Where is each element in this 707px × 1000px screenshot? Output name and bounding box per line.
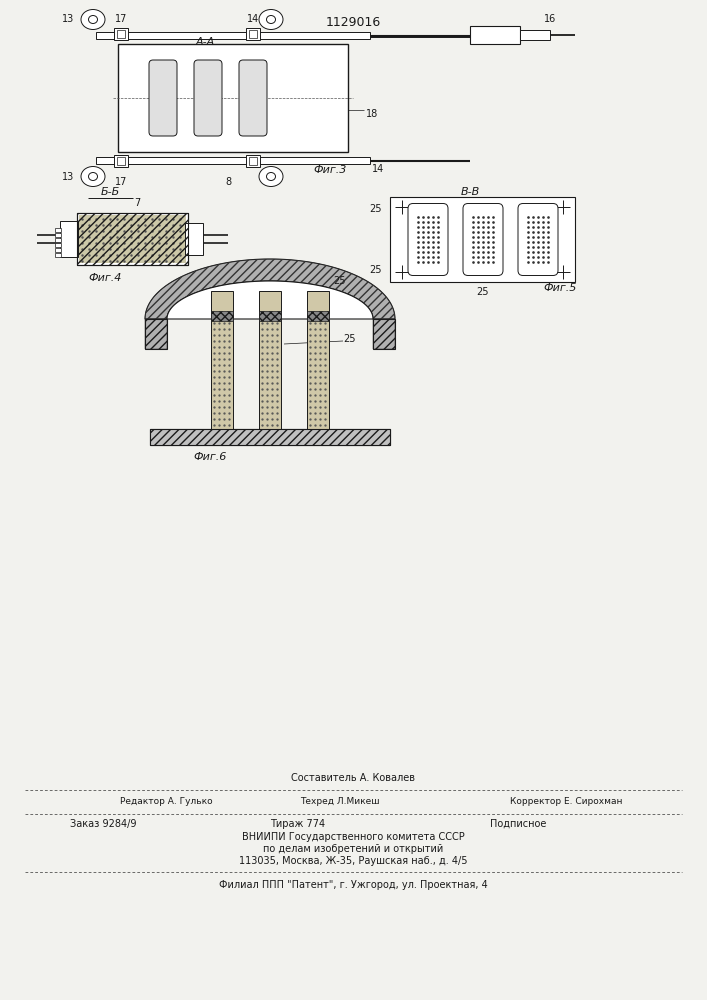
Text: 17: 17 xyxy=(115,177,127,187)
Bar xyxy=(55,248,61,252)
FancyBboxPatch shape xyxy=(149,60,177,136)
Bar xyxy=(55,243,61,247)
Bar xyxy=(211,311,233,321)
Bar xyxy=(373,319,395,349)
Text: 18: 18 xyxy=(366,109,378,119)
Bar xyxy=(470,25,520,43)
Text: Б-Б: Б-Б xyxy=(100,187,119,197)
Bar xyxy=(145,319,167,349)
Bar xyxy=(117,30,125,38)
FancyBboxPatch shape xyxy=(239,60,267,136)
Text: Тираж 774: Тираж 774 xyxy=(270,819,325,829)
Bar xyxy=(307,311,329,321)
Text: 8: 8 xyxy=(225,177,231,187)
Bar xyxy=(373,319,395,349)
Text: Подписное: Подписное xyxy=(490,819,547,829)
Text: 25: 25 xyxy=(344,334,356,344)
Ellipse shape xyxy=(259,166,283,186)
Bar xyxy=(249,30,257,38)
Text: Фиг.3: Фиг.3 xyxy=(313,165,346,175)
Text: Фиг.6: Фиг.6 xyxy=(193,452,227,462)
Text: 14: 14 xyxy=(247,14,259,24)
Ellipse shape xyxy=(81,166,105,186)
FancyBboxPatch shape xyxy=(463,204,503,275)
Ellipse shape xyxy=(81,9,105,29)
Bar xyxy=(117,157,125,165)
Text: 17: 17 xyxy=(115,14,127,24)
Bar xyxy=(259,291,281,319)
Text: 25: 25 xyxy=(477,287,489,297)
Bar xyxy=(520,29,550,39)
Bar xyxy=(114,28,128,40)
Text: Составитель А. Ковалев: Составитель А. Ковалев xyxy=(291,773,415,783)
Text: 16: 16 xyxy=(544,14,556,24)
Bar xyxy=(55,233,61,237)
Bar xyxy=(259,311,281,321)
Bar xyxy=(211,319,233,429)
Text: 25: 25 xyxy=(334,276,346,286)
Bar xyxy=(118,44,348,152)
Text: В-В: В-В xyxy=(460,187,479,197)
Text: Фиг.5: Фиг.5 xyxy=(543,283,577,293)
Text: 7: 7 xyxy=(134,198,141,208)
FancyBboxPatch shape xyxy=(518,204,558,275)
Bar xyxy=(79,215,186,263)
Text: 25: 25 xyxy=(370,204,382,214)
Bar xyxy=(55,228,61,232)
Bar xyxy=(211,291,233,319)
Bar xyxy=(114,155,128,167)
Bar xyxy=(96,32,370,39)
Text: 25: 25 xyxy=(370,265,382,275)
Bar xyxy=(259,319,281,429)
Text: Редактор А. Гулько: Редактор А. Гулько xyxy=(120,798,213,806)
Polygon shape xyxy=(145,259,395,319)
Text: 113035, Москва, Ж-35, Раушская наб., д. 4/5: 113035, Москва, Ж-35, Раушская наб., д. … xyxy=(239,856,467,866)
Bar xyxy=(96,157,370,164)
Bar xyxy=(307,291,329,319)
Bar xyxy=(259,319,281,429)
Text: Заказ 9284/9: Заказ 9284/9 xyxy=(70,819,136,829)
Polygon shape xyxy=(167,281,373,319)
Bar xyxy=(246,28,260,40)
FancyBboxPatch shape xyxy=(194,60,222,136)
Bar xyxy=(185,223,203,255)
Ellipse shape xyxy=(259,9,283,29)
Text: 13: 13 xyxy=(62,14,74,24)
Text: 14: 14 xyxy=(372,164,384,174)
Bar xyxy=(307,429,329,445)
Text: Фиг.4: Фиг.4 xyxy=(88,273,122,283)
Bar xyxy=(77,213,188,265)
Bar xyxy=(55,238,61,242)
Bar xyxy=(307,319,329,429)
Ellipse shape xyxy=(267,172,276,180)
Bar xyxy=(150,429,390,445)
Bar xyxy=(307,319,329,429)
Bar xyxy=(390,197,575,282)
Bar xyxy=(259,429,281,445)
Bar xyxy=(150,429,390,445)
Text: Техред Л.Микеш: Техред Л.Микеш xyxy=(300,798,380,806)
Ellipse shape xyxy=(267,15,276,23)
Text: Филиал ППП "Патент", г. Ужгород, ул. Проектная, 4: Филиал ППП "Патент", г. Ужгород, ул. Про… xyxy=(218,880,487,890)
Text: ВНИИПИ Государственного комитета СССР: ВНИИПИ Государственного комитета СССР xyxy=(242,832,464,842)
Text: по делам изобретений и открытий: по делам изобретений и открытий xyxy=(263,844,443,854)
FancyBboxPatch shape xyxy=(408,204,448,275)
Bar xyxy=(77,213,188,265)
Text: 13: 13 xyxy=(62,172,74,182)
Text: 1129016: 1129016 xyxy=(325,15,380,28)
Bar xyxy=(307,291,329,319)
Bar xyxy=(145,319,167,349)
Bar xyxy=(259,291,281,319)
Bar xyxy=(246,155,260,167)
Bar xyxy=(60,221,78,257)
Bar xyxy=(211,319,233,429)
Bar xyxy=(211,429,233,445)
Bar xyxy=(211,291,233,319)
Ellipse shape xyxy=(88,15,98,23)
Ellipse shape xyxy=(88,172,98,180)
Bar xyxy=(249,157,257,165)
Text: Корректор Е. Сирохман: Корректор Е. Сирохман xyxy=(510,798,622,806)
Bar xyxy=(55,253,61,257)
Text: A-A: A-A xyxy=(195,37,215,47)
